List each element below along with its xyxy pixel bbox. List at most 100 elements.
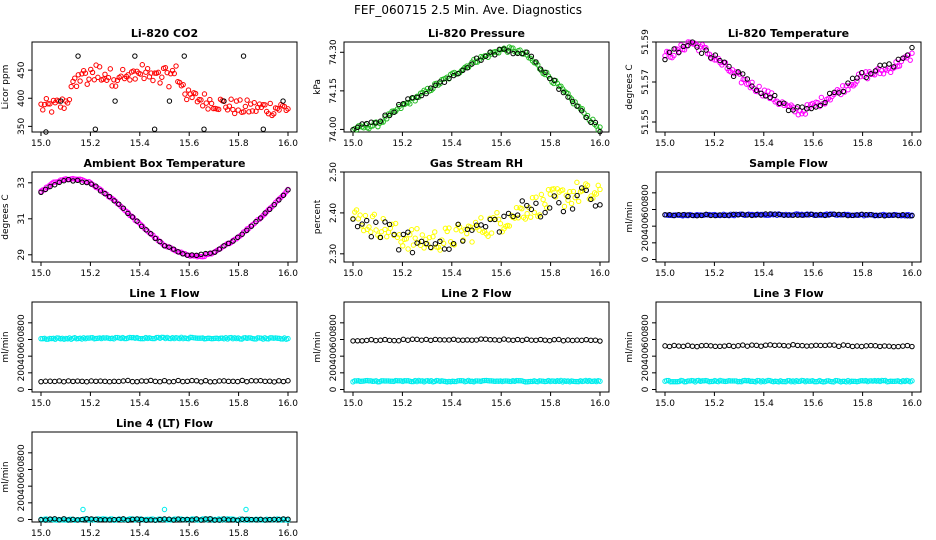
- data-point: [359, 338, 365, 344]
- data-point: [519, 337, 525, 344]
- x-tick-label: 16.0: [902, 139, 922, 149]
- data-point: [380, 119, 386, 125]
- data-point: [492, 216, 498, 223]
- data-point: [79, 378, 85, 384]
- data-point: [274, 335, 281, 341]
- data-point: [189, 377, 195, 384]
- x-tick-label: 16.0: [278, 269, 298, 279]
- data-point: [886, 61, 892, 67]
- data-point: [872, 68, 879, 74]
- data-point: [526, 378, 532, 385]
- data-point: [583, 114, 589, 121]
- data-point: [184, 378, 191, 384]
- data-point: [173, 516, 179, 522]
- x-tick-label: 15.6: [179, 529, 199, 539]
- data-point: [432, 241, 439, 247]
- data-point: [89, 69, 96, 76]
- data-point: [155, 69, 161, 76]
- data-point: [118, 73, 124, 79]
- data-point: [824, 378, 830, 384]
- y-tick-label: 800: [641, 184, 651, 201]
- data-point: [854, 78, 860, 84]
- data-point: [96, 64, 103, 70]
- data-point: [75, 176, 82, 183]
- data-point: [772, 342, 778, 349]
- x-tick-label: 15.2: [704, 139, 724, 149]
- data-point: [350, 127, 356, 133]
- data-point: [77, 517, 83, 523]
- data-point: [419, 232, 426, 238]
- chart-title: Gas Stream RH: [430, 157, 523, 170]
- data-point: [672, 379, 679, 385]
- data-point: [164, 69, 170, 76]
- series-line2-cyan: [350, 377, 603, 385]
- data-point: [262, 102, 268, 108]
- data-point: [762, 93, 769, 99]
- data-point: [909, 50, 915, 56]
- data-point: [120, 66, 126, 73]
- x-tick-label: 15.2: [392, 269, 412, 279]
- data-point: [198, 379, 204, 385]
- data-point: [106, 379, 113, 385]
- data-point: [432, 336, 439, 343]
- data-point: [65, 378, 72, 384]
- plot-frame: [31, 301, 298, 393]
- data-point: [207, 379, 213, 385]
- data-point: [205, 106, 211, 112]
- data-point: [95, 74, 101, 81]
- data-point: [903, 212, 910, 218]
- data-point: [485, 378, 491, 384]
- data-point: [125, 72, 131, 78]
- data-point: [208, 335, 215, 342]
- data-point: [781, 342, 787, 349]
- data-point: [134, 218, 140, 224]
- data-point: [166, 379, 172, 385]
- data-point: [524, 210, 530, 217]
- data-point: [157, 238, 163, 245]
- data-point: [473, 55, 480, 61]
- data-point: [472, 219, 479, 226]
- chart-title: Li-820 Pressure: [428, 27, 525, 40]
- data-point: [542, 69, 548, 76]
- data-point: [166, 98, 173, 104]
- data-point: [148, 230, 154, 237]
- x-tick-label: 15.0: [655, 139, 675, 149]
- data-point: [505, 337, 512, 343]
- data-point: [58, 98, 64, 104]
- data-point: [839, 378, 846, 384]
- data-point: [446, 337, 452, 343]
- x-tick-label: 15.8: [229, 399, 249, 409]
- data-point: [455, 337, 461, 343]
- y-tick-label: 31: [17, 213, 27, 224]
- data-point: [244, 227, 250, 233]
- data-point: [285, 378, 291, 384]
- chart-panel-line1: Line 1 Flow ml/min 15.0 15.2 15.4 15.6 15.8 16.…: [1, 287, 298, 409]
- data-point: [112, 83, 119, 89]
- data-point: [234, 234, 241, 241]
- data-point: [428, 244, 434, 251]
- data-point: [368, 336, 374, 343]
- data-point: [441, 337, 448, 343]
- data-point: [405, 246, 411, 252]
- data-point: [811, 378, 817, 385]
- data-point: [271, 379, 277, 385]
- data-point: [84, 179, 90, 186]
- y-tick-label: 400: [17, 477, 27, 494]
- data-point: [354, 223, 361, 230]
- data-point: [597, 338, 603, 344]
- data-point: [364, 337, 370, 344]
- data-point: [400, 336, 407, 343]
- data-point: [579, 108, 585, 114]
- data-point: [153, 334, 160, 341]
- data-point: [900, 343, 906, 349]
- data-point: [244, 378, 250, 385]
- data-point: [267, 335, 273, 341]
- data-point: [909, 343, 915, 350]
- x-tick-label: 15.4: [754, 139, 774, 149]
- data-point: [193, 378, 200, 384]
- data-point: [180, 378, 186, 385]
- data-point: [373, 120, 379, 126]
- data-point: [451, 378, 457, 385]
- data-point: [400, 231, 407, 238]
- data-point: [418, 238, 425, 245]
